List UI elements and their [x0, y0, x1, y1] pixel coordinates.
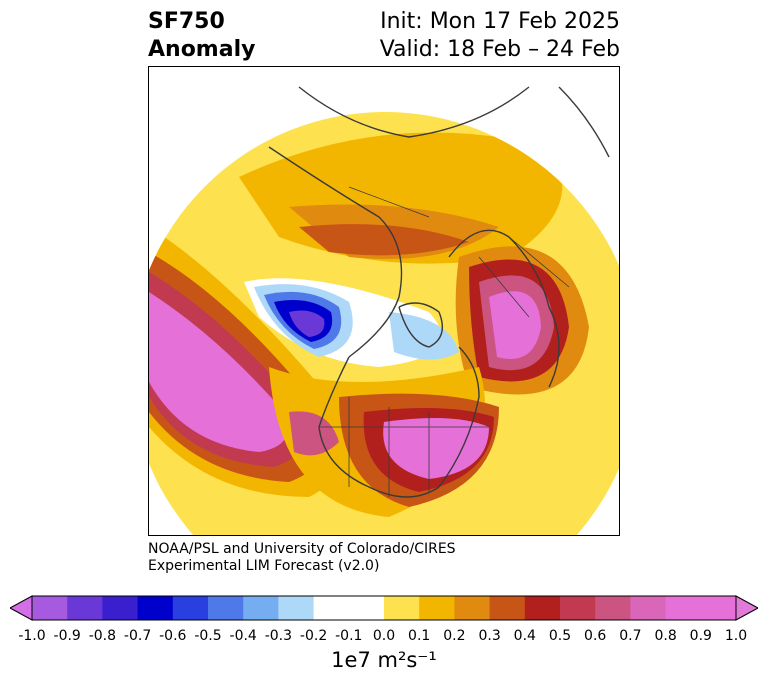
colorbar-tick-label: 0.3 — [478, 628, 501, 644]
colorbar-tick-label: -0.6 — [159, 628, 187, 644]
colorbar-segment — [208, 596, 244, 620]
colorbar-segment — [595, 596, 631, 620]
colorbar-under-arrow — [10, 595, 33, 621]
colorbar-tick-label: 0.4 — [513, 628, 536, 644]
colorbar-tick-label: 0.9 — [689, 628, 712, 644]
colorbar-tick-label: 0.6 — [584, 628, 607, 644]
colorbar-ticks: -1.0 -0.9 -0.8 -0.7 -0.6 -0.5 -0.4 -0.3 -0.2 -0.1… — [0, 628, 768, 648]
colorbar-tick-label: 0.0 — [372, 628, 396, 644]
colorbar-tick-label: 1.0 — [724, 628, 748, 644]
colorbar-outline — [31, 595, 737, 621]
colorbar-segment — [489, 596, 526, 620]
colorbar-tick-label: -0.3 — [264, 628, 293, 644]
map-title: SF750 Anomaly — [148, 8, 255, 64]
colorbar-tick-label: -0.9 — [53, 628, 81, 644]
forecast-dates: Init: Mon 17 Feb 2025 Valid: 18 Feb – 24… — [380, 8, 620, 64]
colorbar-segment — [172, 596, 209, 620]
colorbar-segment — [67, 596, 103, 620]
colorbar-tick-label: -0.8 — [88, 628, 117, 644]
colorbar-segment — [313, 596, 350, 620]
colorbar-over-arrow — [735, 595, 758, 621]
colorbar-segment — [700, 596, 737, 620]
colorbar-segment — [348, 596, 385, 620]
colorbar-tick-label: -0.2 — [299, 628, 328, 644]
init-date: Init: Mon 17 Feb 2025 — [380, 9, 620, 34]
colorbar-segment — [454, 596, 491, 620]
colorbar-tick-label: -0.5 — [194, 628, 222, 644]
colorbar-segment — [524, 596, 561, 620]
title-field: Anomaly — [148, 37, 256, 62]
polar-map — [148, 66, 620, 536]
coastlines — [268, 86, 610, 498]
valid-date: Valid: 18 Feb – 24 Feb — [379, 37, 620, 62]
colorbar — [10, 595, 758, 621]
colorbar-segment — [32, 596, 68, 620]
colorbar-tick-label: -0.4 — [229, 628, 257, 644]
colorbar-segment — [243, 596, 279, 620]
colorbar-segment — [665, 596, 702, 620]
colorbar-segment — [384, 596, 420, 620]
colorbar-units: 1e7 m²s⁻¹ — [331, 648, 437, 672]
colorbar-segment — [278, 596, 315, 620]
colorbar-tick-label: 0.2 — [443, 628, 466, 644]
colorbar-tick-label: -0.7 — [123, 628, 152, 644]
colorbar-segment — [419, 596, 455, 620]
colorbar-tick-label: 0.5 — [548, 628, 572, 644]
anomaly-shading — [149, 112, 619, 535]
colorbar-segment — [630, 596, 667, 620]
colorbar-tick-label: 0.8 — [654, 628, 677, 644]
colorbar-tick-label: -0.1 — [335, 628, 363, 644]
credit-line-1: NOAA/PSL and University of Colorado/CIRE… — [148, 541, 456, 557]
title-variable: SF750 — [148, 9, 225, 34]
map-canvas — [149, 86, 619, 535]
colorbar-tick-label: 0.1 — [408, 628, 431, 644]
credit-line-2: Experimental LIM Forecast (v2.0) — [148, 558, 380, 574]
colorbar-segment — [102, 596, 139, 620]
credit-text: NOAA/PSL and University of Colorado/CIRE… — [148, 541, 456, 575]
borders — [319, 186, 570, 497]
colorbar-tick-label: -1.0 — [18, 628, 46, 644]
colorbar-segment — [560, 596, 596, 620]
colorbar-tick-label: 0.7 — [619, 628, 642, 644]
colorbar-segment — [137, 596, 174, 620]
